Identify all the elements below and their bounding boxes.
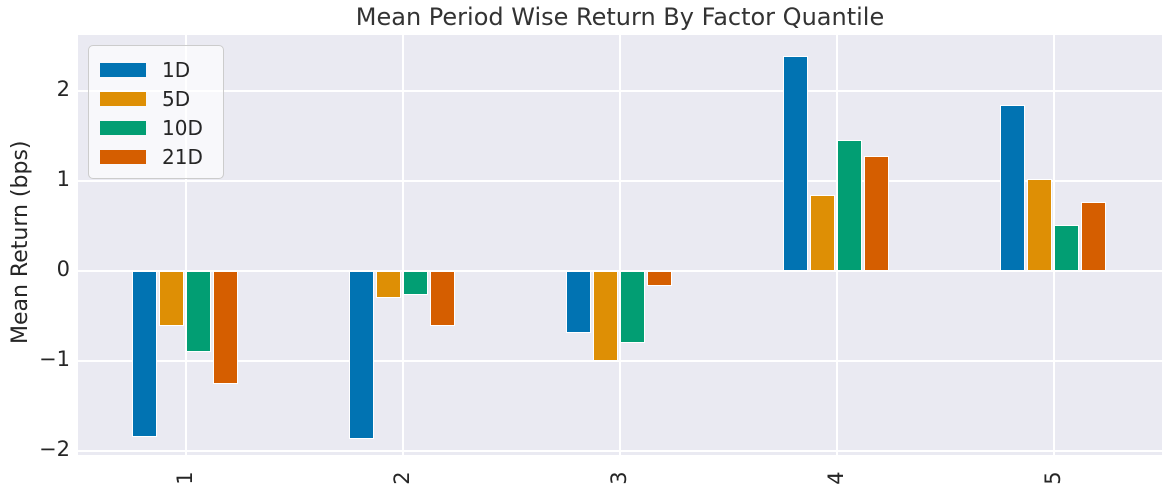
legend-label-21D: 21D [162, 144, 203, 169]
bar-10D-q1 [186, 271, 212, 353]
x-tick-3: 3 [607, 471, 631, 485]
gridline-v-2 [402, 35, 405, 455]
legend-swatch-1D [100, 62, 146, 77]
legend-label-10D: 10D [162, 115, 203, 140]
bar-10D-q5 [1053, 225, 1079, 272]
bar-10D-q3 [620, 271, 645, 344]
y-tick-0: 0 [56, 257, 70, 282]
bar-21D-q3 [647, 271, 672, 287]
x-tick-1: 1 [173, 471, 198, 485]
bar-5D-q1 [159, 271, 185, 327]
y-tick-2: 2 [56, 76, 70, 101]
x-tick-5: 5 [1040, 471, 1065, 485]
bar-21D-q2 [430, 271, 456, 327]
legend-swatch-10D [100, 120, 146, 135]
legend-item-10D: 10D [100, 113, 223, 142]
bar-5D-q3 [593, 271, 618, 362]
legend-item-5D: 5D [100, 84, 223, 113]
gridline-v-1 [185, 35, 188, 455]
bar-1D-q4 [782, 55, 808, 272]
bar-21D-q4 [863, 155, 889, 272]
y-tick--1: −1 [39, 347, 70, 372]
bar-21D-q5 [1080, 201, 1106, 272]
bar-5D-q4 [809, 195, 835, 272]
x-tick-2: 2 [390, 471, 415, 485]
bar-10D-q2 [403, 271, 429, 295]
gridline-v-3 [619, 35, 621, 455]
y-tick--2: −2 [39, 437, 70, 462]
legend-swatch-21D [100, 149, 146, 164]
chart-title: Mean Period Wise Return By Factor Quanti… [355, 3, 885, 31]
bar-1D-q3 [566, 271, 591, 334]
bar-1D-q1 [132, 271, 158, 437]
legend-item-21D: 21D [100, 142, 223, 171]
bar-5D-q2 [376, 271, 402, 299]
plot-area [78, 35, 1162, 455]
y-tick-1: 1 [56, 167, 70, 191]
legend-swatch-5D [100, 91, 146, 106]
legend: 1D 5D 10D 21D [88, 45, 224, 179]
bar-10D-q4 [836, 139, 862, 272]
bar-5D-q5 [1026, 179, 1052, 272]
bar-1D-q5 [999, 105, 1025, 272]
legend-label-1D: 1D [162, 57, 191, 82]
legend-label-5D: 5D [162, 86, 191, 111]
bar-21D-q1 [213, 271, 239, 384]
x-tick-4: 4 [823, 471, 848, 485]
bar-1D-q2 [349, 271, 375, 439]
legend-item-1D: 1D [100, 55, 223, 84]
